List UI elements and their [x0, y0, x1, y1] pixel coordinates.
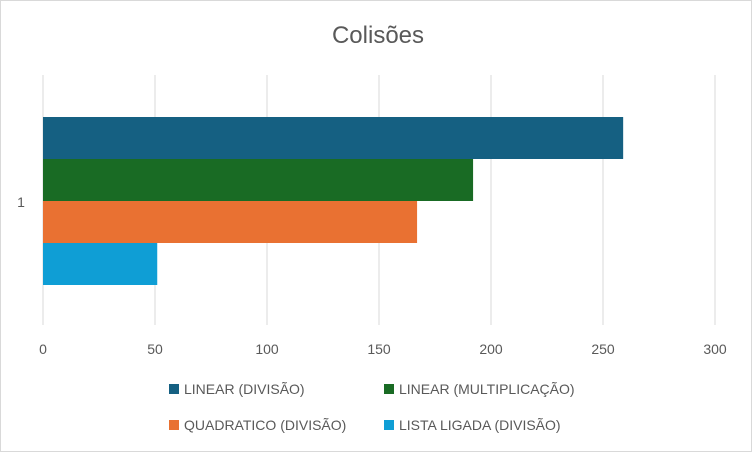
legend-swatch	[384, 384, 394, 394]
x-tick-label: 100	[255, 341, 279, 357]
legend-label: LISTA LIGADA (DIVISÃO)	[399, 417, 561, 433]
bar-series-3	[43, 201, 418, 243]
legend-label: LINEAR (DIVISÃO)	[184, 381, 305, 397]
x-tick-label: 0	[39, 341, 47, 357]
category-label: 1	[17, 194, 25, 210]
legend-swatch	[169, 384, 179, 394]
legend-label: LINEAR (MULTIPLICAÇÃO)	[399, 381, 575, 397]
x-tick-label: 150	[367, 341, 391, 357]
bar-series-1	[43, 117, 624, 159]
x-tick-label: 250	[591, 341, 615, 357]
x-tick-label: 50	[147, 341, 163, 357]
bars	[43, 117, 624, 285]
bar-series-2	[43, 159, 474, 201]
legend-label: QUADRATICO (DIVISÃO)	[184, 417, 346, 433]
legend: LINEAR (DIVISÃO) LINEAR (MULTIPLICAÇÃO) QU…	[169, 381, 575, 433]
bar-series-4	[43, 243, 158, 285]
x-tick-label: 300	[703, 341, 727, 357]
x-axis-ticks: 0 50 100 150 200 250 300	[39, 341, 727, 357]
x-tick-label: 200	[479, 341, 503, 357]
y-axis-categories: 1	[17, 194, 25, 210]
legend-swatch	[384, 420, 394, 430]
chart-title: Colisões	[332, 22, 424, 49]
legend-swatch	[169, 420, 179, 430]
